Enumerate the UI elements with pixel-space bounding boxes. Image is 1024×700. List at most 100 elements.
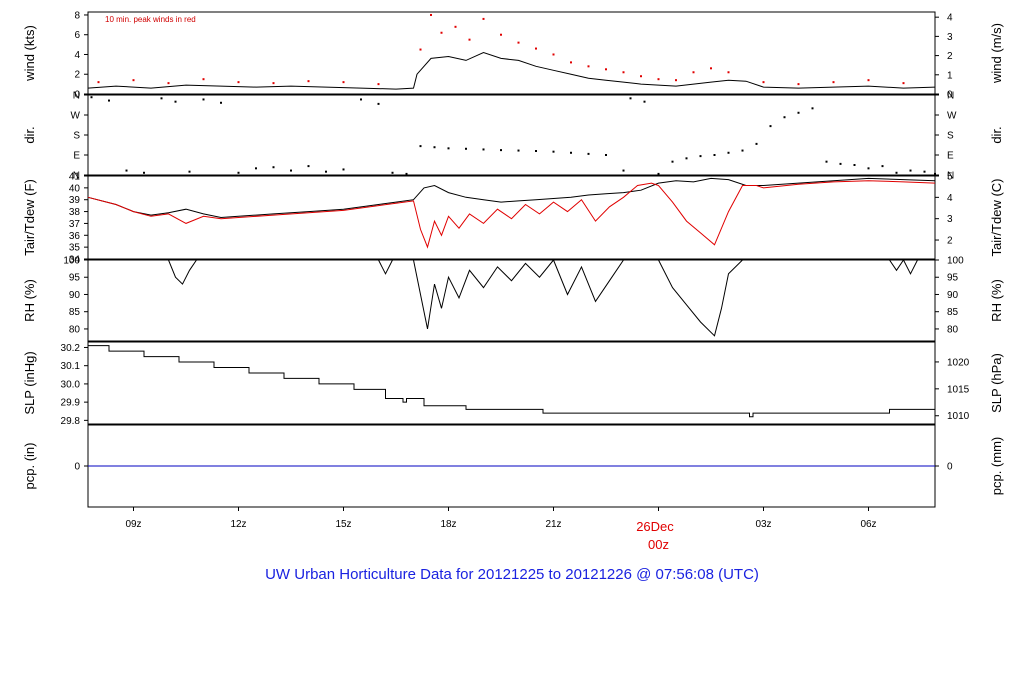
xtick-label: 00z (648, 537, 669, 552)
direction-point (727, 151, 730, 154)
direction-point (552, 150, 555, 153)
ytick-left-label: S (73, 131, 80, 142)
slp-line (88, 345, 935, 418)
ytick-right-label: N (947, 171, 954, 182)
ytick-left-label: 29.9 (61, 398, 81, 409)
ytick-left-label: 0 (74, 90, 80, 101)
peak-wind-point (202, 78, 205, 81)
ytick-left-label: 85 (69, 307, 81, 318)
direction-point (755, 142, 758, 145)
direction-point (570, 151, 572, 154)
direction-point (867, 167, 870, 170)
ytick-right-label: 2 (947, 51, 953, 62)
peak-wind-point (867, 79, 870, 82)
ytick-right-label: 4 (947, 13, 953, 24)
ytick-left-label: 41 (69, 172, 81, 183)
ylabel-right-rh: RH (%) (989, 279, 1004, 322)
peak-wind-point (657, 78, 660, 81)
ytick-left-label: 4 (74, 50, 80, 61)
xtick-label: 06z (860, 519, 876, 530)
direction-point (923, 170, 926, 173)
direction-point (391, 171, 394, 174)
xtick-label: 03z (755, 519, 771, 530)
direction-point (517, 149, 520, 152)
panel-frames (84, 11, 939, 511)
ytick-left-label: 80 (69, 324, 81, 335)
peak-wind-point (272, 82, 275, 85)
peak-wind-point (454, 25, 457, 28)
xtick-label: 09z (125, 519, 141, 530)
xtick-label: 15z (335, 519, 351, 530)
direction-point (419, 145, 422, 148)
peak-wind-point (587, 65, 590, 68)
direction-point (535, 150, 537, 152)
direction-point (360, 98, 362, 101)
peak-wind-point (675, 79, 677, 82)
peak-wind-point (517, 41, 520, 44)
ytick-left-label: W (71, 111, 81, 122)
tair-line (87, 177, 936, 219)
ytick-right-label: 1020 (947, 357, 970, 368)
peak-wind-point (440, 31, 443, 34)
direction-point (605, 154, 607, 156)
ytick-left-label: 29.8 (61, 416, 81, 427)
direction-point (377, 102, 380, 105)
ytick-left-label: 90 (69, 290, 81, 301)
direction-point (622, 169, 625, 172)
direction-point (643, 100, 646, 103)
peak-wind-point (97, 81, 100, 84)
direction-point (699, 155, 702, 158)
ylabel-right-dir: dir. (989, 126, 1004, 143)
direction-point (160, 97, 163, 100)
direction-point (143, 171, 145, 174)
ylabel-left-dir: dir. (22, 126, 37, 143)
ytick-right-label: 1 (947, 70, 953, 81)
direction-point (783, 116, 786, 119)
direction-point (325, 170, 327, 173)
ytick-left-label: 2 (74, 70, 80, 81)
direction-point (202, 98, 205, 101)
ylabel-left-wind: wind (kts) (22, 25, 37, 82)
direction-point (482, 148, 485, 151)
direction-point (500, 149, 502, 152)
ytick-left-label: 35 (69, 243, 81, 254)
ytick-left-label: 100 (63, 256, 80, 267)
ytick-right-label: 100 (947, 256, 964, 267)
ytick-left-label: 36 (69, 231, 81, 242)
peak-wind-point (482, 17, 485, 20)
data-marks (87, 13, 936, 467)
tdew-line (87, 180, 936, 249)
direction-point (909, 169, 912, 172)
ytick-right-label: S (947, 131, 954, 142)
ytick-right-label: 95 (947, 273, 959, 284)
ytick-right-label: 1015 (947, 384, 970, 395)
ytick-left-label: 6 (74, 30, 80, 41)
xtick-label: 18z (440, 519, 456, 530)
peak-wind-point (377, 83, 380, 86)
direction-point (447, 147, 450, 150)
peak-wind-point (468, 38, 471, 41)
direction-point (629, 97, 632, 100)
direction-point (657, 172, 660, 175)
direction-point (272, 166, 275, 169)
ytick-left-label: N (73, 91, 80, 102)
direction-point (713, 154, 716, 156)
ytick-left-label: 95 (69, 273, 81, 284)
direction-point (90, 96, 93, 99)
ytick-right-label: 85 (947, 307, 959, 318)
xtick-label: 12z (230, 519, 246, 530)
peak-wind-point (622, 71, 625, 74)
peak-wind-point (605, 68, 607, 71)
chart-title: UW Urban Horticulture Data for 20121225 … (265, 566, 759, 583)
ytick-left-label: 30.1 (61, 361, 81, 372)
direction-point (797, 111, 800, 114)
ytick-right-label: 80 (947, 324, 959, 335)
direction-point (741, 149, 744, 152)
panel-frame-rh (87, 259, 936, 342)
peak-wind-point (430, 13, 432, 16)
day-label: 26Dec (636, 519, 674, 534)
direction-point (255, 167, 257, 170)
ytick-right-label: N (947, 91, 954, 102)
ylabel-left-rh: RH (%) (22, 279, 37, 322)
